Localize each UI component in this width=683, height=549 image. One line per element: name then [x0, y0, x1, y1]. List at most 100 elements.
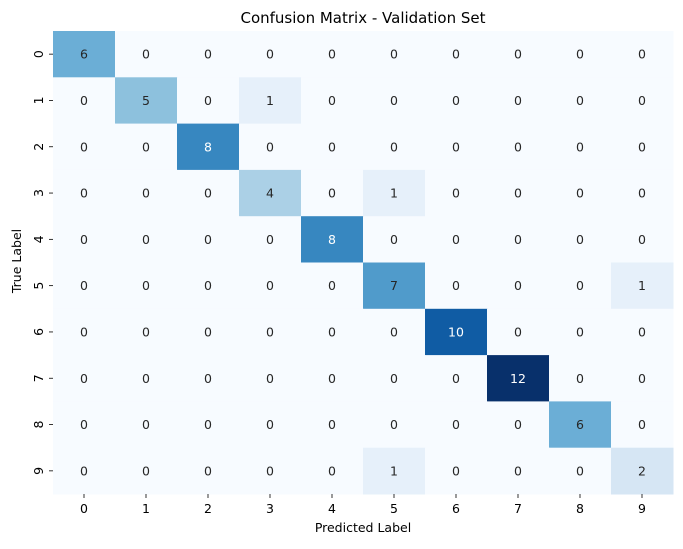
cell-value-r1-c1: 5: [142, 93, 150, 108]
heatmap-cell-r3-c3: [239, 169, 302, 217]
heatmap-cell-r2-c5: [363, 123, 426, 171]
heatmap-cell-r7-c8: [549, 355, 612, 402]
cell-value-r0-c2: 0: [204, 47, 212, 62]
cell-value-r5-c3: 0: [266, 278, 274, 293]
cell-value-r9-c0: 0: [80, 463, 88, 478]
cell-value-r1-c2: 0: [204, 93, 212, 108]
heatmap-cell-r7-c0: [53, 355, 116, 402]
cell-value-r3-c7: 0: [514, 186, 522, 201]
heatmap-cell-r8-c3: [239, 401, 302, 449]
heatmap-cell-r8-c8: [549, 401, 612, 449]
cell-value-r4-c2: 0: [204, 232, 212, 247]
heatmap-cell-r8-c6: [425, 401, 488, 449]
heatmap-cell-r3-c9: [611, 169, 674, 217]
cell-value-r4-c6: 0: [452, 232, 460, 247]
heatmap-cell-r0-c0: [53, 31, 116, 78]
cell-value-r3-c9: 0: [638, 186, 646, 201]
cell-value-r2-c2: 8: [204, 139, 212, 154]
x-axis-label: Predicted Label: [315, 520, 411, 535]
heatmap-cell-r3-c1: [115, 169, 178, 217]
heatmap-cell-r0-c2: [177, 31, 240, 78]
heatmap-cell-r4-c6: [425, 216, 488, 263]
heatmap-cell-r2-c7: [487, 123, 550, 171]
heatmap-cell-r7-c2: [177, 355, 240, 402]
cell-value-r3-c3: 4: [266, 186, 274, 201]
cell-value-r4-c9: 0: [638, 232, 646, 247]
heatmap-cell-r9-c2: [177, 447, 240, 495]
heatmap-cell-r9-c9: [611, 447, 674, 495]
heatmap-cell-r9-c3: [239, 447, 302, 495]
cell-value-r0-c7: 0: [514, 47, 522, 62]
cell-value-r2-c5: 0: [390, 139, 398, 154]
heatmap-cell-r5-c7: [487, 262, 550, 310]
heatmap-cell-r2-c1: [115, 123, 178, 171]
cell-value-r6-c0: 0: [80, 324, 88, 339]
y-tick-label-9: 9: [31, 467, 46, 475]
x-tick-label-1: 1: [142, 501, 150, 516]
cell-value-r6-c7: 0: [514, 324, 522, 339]
heatmap-cell-r4-c2: [177, 216, 240, 263]
y-axis-ticks: 0 1 2 3 4 5 6 7 8 9: [31, 50, 53, 475]
cell-value-r9-c3: 0: [266, 463, 274, 478]
heatmap-cell-r0-c7: [487, 31, 550, 78]
cell-value-r2-c0: 0: [80, 139, 88, 154]
heatmap-cell-r8-c9: [611, 401, 674, 449]
y-tick-label-3: 3: [31, 189, 46, 197]
heatmap-cell-r5-c8: [549, 262, 612, 310]
cell-value-r9-c2: 0: [204, 463, 212, 478]
heatmap-cell-r1-c5: [363, 77, 426, 125]
cell-value-r6-c3: 0: [266, 324, 274, 339]
heatmap-cell-r0-c4: [301, 31, 364, 78]
cell-value-r3-c0: 0: [80, 186, 88, 201]
x-tick-label-5: 5: [390, 501, 398, 516]
cell-value-r9-c7: 0: [514, 463, 522, 478]
heatmap-cell-r5-c4: [301, 262, 364, 310]
cell-value-r0-c8: 0: [576, 47, 584, 62]
heatmap-cell-r0-c3: [239, 31, 302, 78]
heatmap-cell-labels: 6 0 0 0 0 0 0 0 0 00 5 0 1 0 0 0 0 0 00 0 8 0 0 0 0 0 0 00 0 0 4 0 1 0 0 0 0…: [80, 47, 646, 479]
heatmap-cell-r5-c3: [239, 262, 302, 310]
cell-value-r4-c7: 0: [514, 232, 522, 247]
heatmap-cell-r5-c5: [363, 262, 426, 310]
heatmap-cell-r1-c1: [115, 77, 178, 125]
cell-value-r8-c4: 0: [328, 417, 336, 432]
cell-value-r4-c0: 0: [80, 232, 88, 247]
cell-value-r5-c0: 0: [80, 278, 88, 293]
cell-value-r7-c6: 0: [452, 371, 460, 386]
cell-value-r1-c9: 0: [638, 93, 646, 108]
heatmap-cell-r6-c3: [239, 308, 302, 356]
cell-value-r8-c9: 0: [638, 417, 646, 432]
heatmap-cell-r4-c7: [487, 216, 550, 263]
cell-value-r8-c0: 0: [80, 417, 88, 432]
heatmap-cell-r9-c5: [363, 447, 426, 495]
cell-value-r7-c8: 0: [576, 371, 584, 386]
heatmap-cell-r0-c8: [549, 31, 612, 78]
heatmap-cell-r2-c6: [425, 123, 488, 171]
heatmap-cells: [53, 31, 674, 495]
x-tick-label-6: 6: [452, 501, 460, 516]
cell-value-r6-c4: 0: [328, 324, 336, 339]
cell-value-r0-c5: 0: [390, 47, 398, 62]
x-tick-label-3: 3: [266, 501, 274, 516]
cell-value-r6-c8: 0: [576, 324, 584, 339]
heatmap-cell-r6-c1: [115, 308, 178, 356]
heatmap-cell-r9-c8: [549, 447, 612, 495]
x-tick-label-2: 2: [204, 501, 212, 516]
x-tick-label-8: 8: [576, 501, 584, 516]
heatmap-cell-r7-c7: [487, 355, 550, 402]
cell-value-r0-c3: 0: [266, 47, 274, 62]
cell-value-r9-c4: 0: [328, 463, 336, 478]
heatmap-cell-r0-c1: [115, 31, 178, 78]
cell-value-r5-c6: 0: [452, 278, 460, 293]
heatmap-cell-r1-c8: [549, 77, 612, 125]
cell-value-r7-c5: 0: [390, 371, 398, 386]
x-tick-label-4: 4: [328, 501, 336, 516]
cell-value-r2-c7: 0: [514, 139, 522, 154]
heatmap-cell-r7-c1: [115, 355, 178, 402]
heatmap-cell-r1-c2: [177, 77, 240, 125]
cell-value-r4-c4: 8: [328, 232, 336, 247]
cell-value-r8-c8: 6: [576, 417, 584, 432]
x-axis-ticks: 0 1 2 3 4 5 6 7 8 9: [80, 494, 646, 516]
heatmap-cell-r8-c7: [487, 401, 550, 449]
